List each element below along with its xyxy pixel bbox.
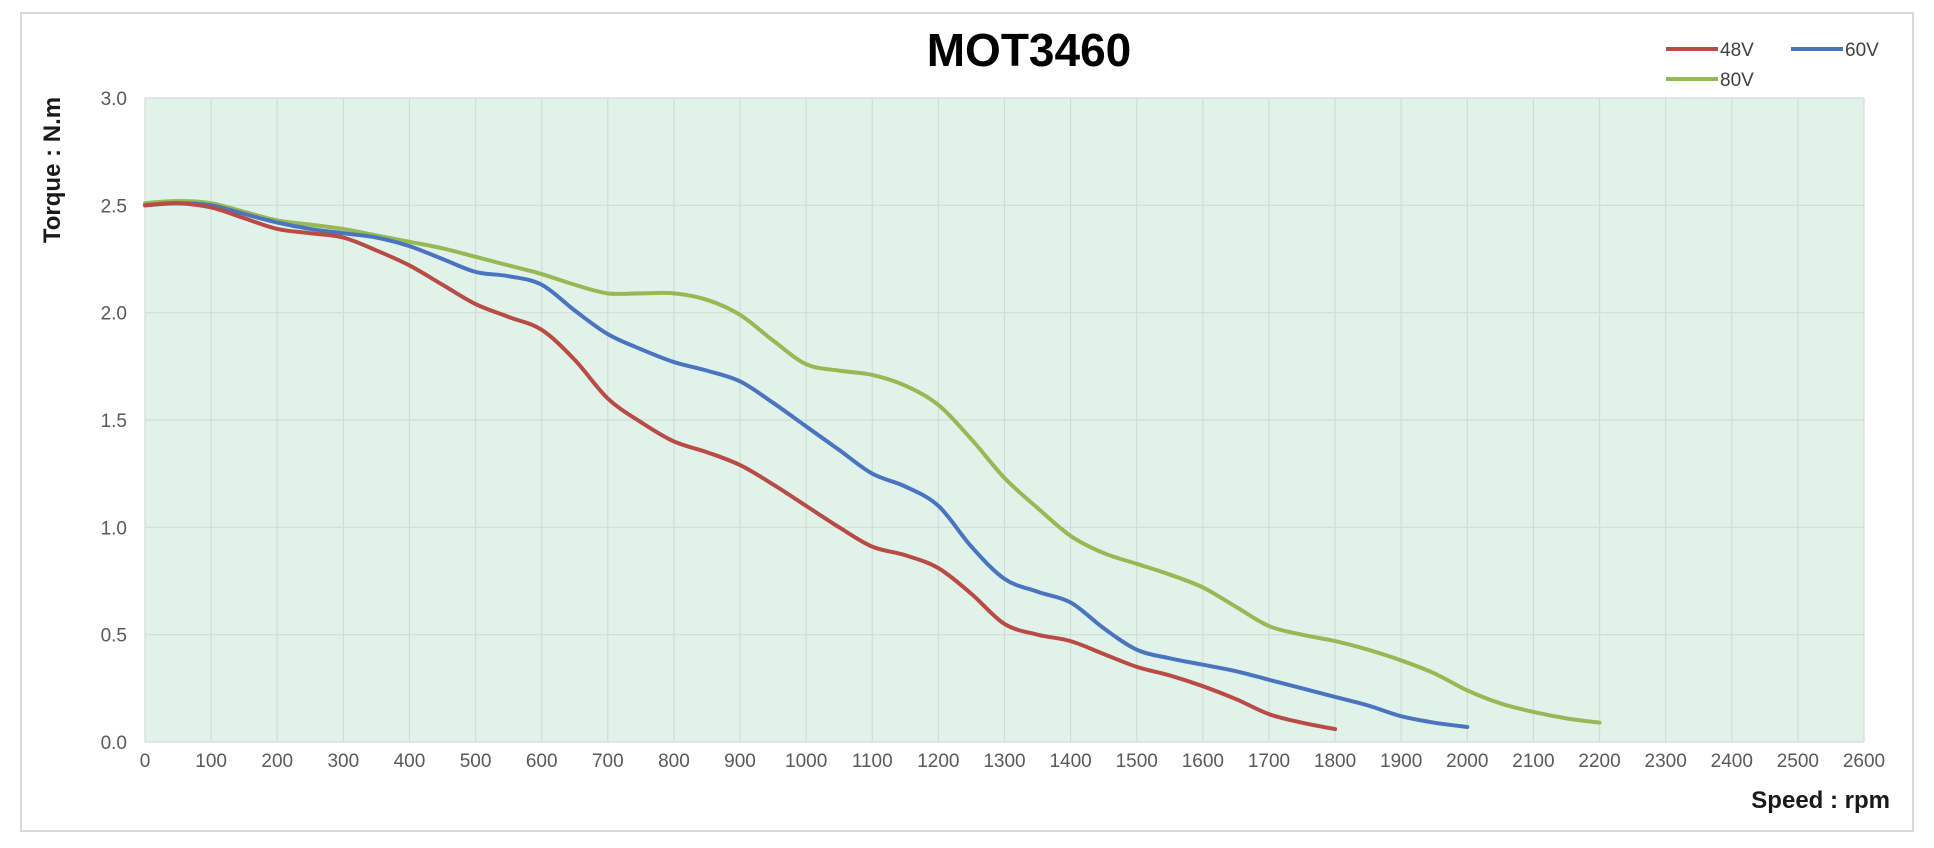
legend-label-48v: 48V [1720,40,1754,61]
x-tick-label: 800 [658,751,690,772]
x-tick-label: 0 [140,751,151,772]
y-tick-label: 2.0 [101,304,127,325]
x-axis-title: Speed : rpm [1751,787,1890,814]
x-tick-label: 1000 [785,751,827,772]
x-tick-label: 1600 [1182,751,1224,772]
legend-label-80v: 80V [1720,70,1754,91]
x-tick-label: 900 [724,751,756,772]
x-tick-label: 1100 [852,751,893,772]
x-tick-label: 2100 [1512,751,1554,772]
y-tick-label: 1.5 [101,411,127,432]
x-tick-label: 100 [195,751,227,772]
x-tick-label: 1900 [1380,751,1422,772]
y-tick-labels: 0.0 0.5 1.0 1.5 2.0 2.5 3.0 [101,89,127,754]
x-tick-label: 2200 [1578,751,1620,772]
series-lines [143,199,1602,732]
x-tick-label: 500 [460,751,492,772]
x-tick-label: 2300 [1645,751,1687,772]
y-tick-label: 0.0 [101,733,127,754]
x-tick-label: 200 [261,751,293,772]
x-tick-label: 2500 [1777,751,1819,772]
x-tick-label: 1300 [983,751,1025,772]
y-axis-title: Torque : N.m [39,97,66,243]
x-tick-label: 600 [526,751,558,772]
series-line-80v [143,199,1602,725]
x-tick-label: 400 [394,751,426,772]
series-line-60v [143,201,1470,729]
x-tick-label: 2600 [1843,751,1885,772]
x-tick-label: 1700 [1248,751,1290,772]
x-tick-label: 300 [327,751,359,772]
x-tick-label: 1200 [917,751,959,772]
legend: 48V 60V 80V [1666,40,1879,91]
y-tick-label: 3.0 [101,89,127,110]
y-tick-label: 0.5 [101,626,127,647]
gridlines [144,97,1865,743]
x-tick-label: 700 [592,751,624,772]
x-tick-labels: 0 100 200 300 400 500 600 700 800 900 1000 1100 1200… [140,751,1885,772]
chart-title: MOT3460 [927,24,1132,76]
x-tick-label: 2000 [1446,751,1488,772]
legend-label-60v: 60V [1845,40,1879,61]
x-tick-label: 1800 [1314,751,1356,772]
x-tick-label: 1500 [1116,751,1158,772]
y-tick-label: 2.5 [101,196,127,217]
x-tick-label: 2400 [1711,751,1753,772]
y-tick-label: 1.0 [101,518,127,539]
series-line-48v [143,201,1338,732]
x-tick-label: 1400 [1049,751,1091,772]
